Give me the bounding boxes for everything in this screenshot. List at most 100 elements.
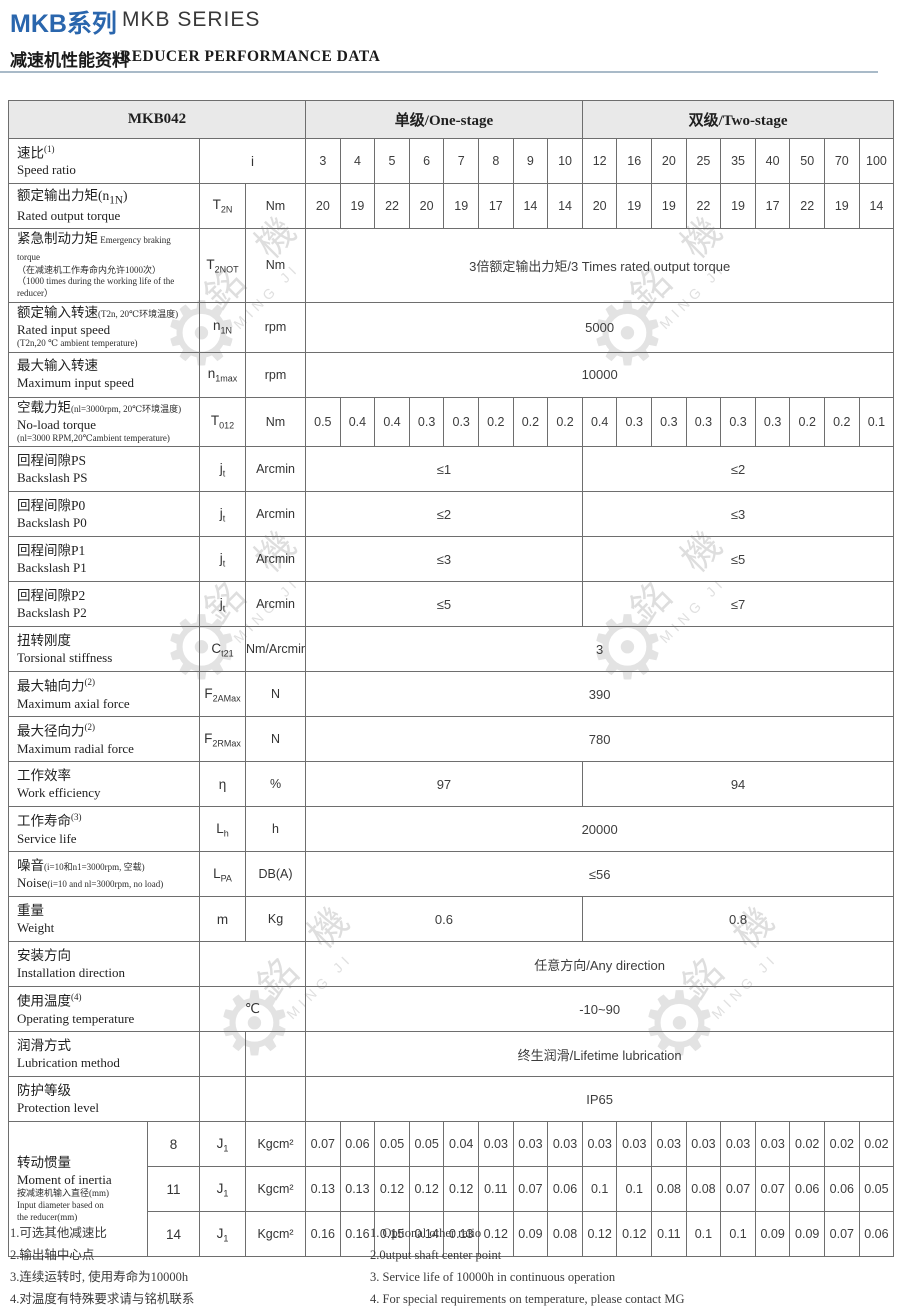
value-cell: 0.07 bbox=[754, 1166, 791, 1213]
value-cell: 19 bbox=[824, 183, 860, 229]
value-cell: 12 bbox=[581, 138, 618, 184]
row-label-zh: 使用温度(4) bbox=[17, 992, 82, 1009]
value-cell: 25 bbox=[685, 138, 722, 184]
table-row-speed-ratio: 速比(1) Speed ratio i 3 4 5 6 7 8 9 10 12 16 20 25 35 40 50… bbox=[8, 138, 895, 184]
symbol-inertia-14: J1 bbox=[199, 1211, 246, 1258]
page-subtitle-zh: 减速机性能资料 bbox=[10, 51, 129, 70]
unit-torsional-stiffness: Nm/Arcmin bbox=[244, 626, 307, 673]
value-cell: 0.07 bbox=[512, 1166, 549, 1213]
value-cell: 0.2 bbox=[547, 396, 583, 448]
value-cell: 0.1 bbox=[685, 1211, 722, 1258]
value-cell: 0.03 bbox=[685, 1121, 722, 1168]
row-label-zh: 润滑方式 bbox=[17, 1037, 71, 1053]
table-row-inertia-8: 转动惯量 Moment of inertia 按减速机输入直径(mm) Input d… bbox=[8, 1121, 895, 1258]
value-cell: 0.03 bbox=[651, 1121, 687, 1168]
row-label-zh: 速比(1) bbox=[17, 143, 55, 161]
value-cell: 50 bbox=[789, 138, 826, 184]
value-cell: 0.2 bbox=[478, 396, 514, 448]
header-divider bbox=[0, 71, 878, 73]
symbol-protection-level bbox=[199, 1076, 246, 1123]
value-cell-two-stage: ≤7 bbox=[581, 581, 895, 628]
unit-no-load-torque: Nm bbox=[244, 396, 307, 448]
value-cell: 20 bbox=[408, 183, 445, 229]
value-cell: ≤56 bbox=[305, 851, 895, 898]
row-label-torsional-stiffness: 扭转刚度 Torsional stiffness bbox=[8, 626, 200, 673]
value-cell: 6 bbox=[408, 138, 445, 184]
symbol-weight: m bbox=[199, 896, 246, 943]
row-label-backlash-ps: 回程间隙PS Backslash PS bbox=[8, 446, 200, 493]
value-cell: 0.03 bbox=[512, 1121, 549, 1168]
value-cell: 0.03 bbox=[581, 1121, 618, 1168]
value-cell: 390 bbox=[305, 671, 895, 718]
row-label-en: Maximum input speed bbox=[17, 374, 134, 390]
value-cell-two-stage: ≤3 bbox=[581, 491, 895, 538]
value-cell: 0.1 bbox=[720, 1211, 756, 1258]
row-label-zh: 回程间隙P0 bbox=[17, 497, 86, 513]
value-cell: 0.05 bbox=[374, 1121, 410, 1168]
value-cell: 0.1 bbox=[858, 396, 895, 448]
value-cell: -10~90 bbox=[305, 986, 895, 1033]
symbol-rated-input-speed: n1N bbox=[199, 301, 246, 353]
row-label-operating-temperature: 使用温度(4) Operating temperature bbox=[8, 986, 200, 1033]
table-row-backlash-p0: 回程间隙P0 Backslash P0 jt Arcmin ≤2 ≤3 bbox=[8, 491, 895, 538]
row-label-en: Installation direction bbox=[17, 964, 125, 980]
value-cell: 0.02 bbox=[858, 1121, 895, 1168]
value-cell: 0.09 bbox=[754, 1211, 791, 1258]
value-cell: 0.3 bbox=[408, 396, 445, 448]
unit-noise: DB(A) bbox=[244, 851, 307, 898]
row-label-backlash-p0: 回程间隙P0 Backslash P0 bbox=[8, 491, 200, 538]
value-cell: 0.13 bbox=[339, 1166, 376, 1213]
value-cell: 0.16 bbox=[305, 1211, 341, 1258]
table-row-lubrication-method: 润滑方式 Lubrication method 终生润滑/Lifetime lubr… bbox=[8, 1031, 895, 1078]
value-cell: 14 bbox=[512, 183, 549, 229]
symbol-service-life: Lh bbox=[199, 806, 246, 853]
row-label-note: (T2n,20 ℃ ambient temperature) bbox=[17, 337, 138, 348]
value-cell: 0.3 bbox=[685, 396, 722, 448]
value-cell: 0.12 bbox=[408, 1166, 445, 1213]
note-line-en: 2.0utput shaft center point bbox=[370, 1248, 502, 1262]
row-label-en: Rated input speed bbox=[17, 321, 111, 337]
value-cell: 0.3 bbox=[720, 396, 756, 448]
value-cell: 0.2 bbox=[512, 396, 549, 448]
value-cell: 780 bbox=[305, 716, 895, 763]
unit-work-efficiency: % bbox=[244, 761, 307, 808]
row-label-emergency-braking-torque: 紧急制动力矩 Emergency braking torque （在减速机工作寿命… bbox=[8, 228, 200, 303]
value-cell: 0.12 bbox=[443, 1166, 479, 1213]
unit-weight: Kg bbox=[244, 896, 307, 943]
value-cell: 0.06 bbox=[339, 1121, 376, 1168]
value-cell-one-stage: ≤5 bbox=[305, 581, 583, 628]
value-cell: 5 bbox=[374, 138, 410, 184]
value-cell: 17 bbox=[478, 183, 514, 229]
row-label-en: Backslash P0 bbox=[17, 514, 87, 530]
row-label-weight: 重量 Weight bbox=[8, 896, 200, 943]
page-subtitle-en: REDUCER PERFORMANCE DATA bbox=[120, 48, 381, 65]
table-row-torsional-stiffness: 扭转刚度 Torsional stiffness Ct21 Nm/Arcmin 3 bbox=[8, 626, 895, 673]
symbol-inertia-11: J1 bbox=[199, 1166, 246, 1213]
note-line-zh: 1.可选其他减速比 bbox=[10, 1226, 107, 1240]
value-cell: 8 bbox=[478, 138, 514, 184]
value-cell: 0.13 bbox=[305, 1166, 341, 1213]
value-cell-one-stage: ≤3 bbox=[305, 536, 583, 583]
value-cell: 0.1 bbox=[616, 1166, 653, 1213]
table-row-inertia-14: 14 J1 Kgcm² 0.16 0.16 0.15 0.14 0.13 0.12 0.09 0.0… bbox=[9, 1211, 895, 1258]
value-cell: 3 bbox=[305, 138, 341, 184]
unit-inertia-11: Kgcm² bbox=[244, 1166, 307, 1213]
symbol-operating-temperature: ℃ bbox=[198, 986, 307, 1033]
value-cell: 0.08 bbox=[685, 1166, 722, 1213]
row-label-zh: 最大径向力(2) bbox=[17, 722, 95, 739]
value-cell: 20 bbox=[581, 183, 618, 229]
value-cell-one-stage: 0.6 bbox=[305, 896, 583, 943]
row-label-en: Moment of inertia bbox=[17, 1172, 112, 1188]
row-label-zh-note: (i=10和n1=3000rpm, 空载) bbox=[44, 861, 145, 872]
row-label-noise: 噪音(i=10和n1=3000rpm, 空载) Noise(i=10 and nl… bbox=[8, 851, 200, 898]
row-label-en: Operating temperature bbox=[17, 1010, 135, 1026]
value-cell: 0.4 bbox=[339, 396, 376, 448]
row-label-en: Lubrication method bbox=[17, 1054, 120, 1070]
value-cell: 0.03 bbox=[616, 1121, 653, 1168]
table-row-backlash-p2: 回程间隙P2 Backslash P2 jt Arcmin ≤5 ≤7 bbox=[8, 581, 895, 628]
value-cell: 10000 bbox=[305, 351, 895, 398]
value-cell-two-stage: ≤5 bbox=[581, 536, 895, 583]
value-cell: 7 bbox=[443, 138, 479, 184]
value-cell: 0.08 bbox=[547, 1211, 583, 1258]
value-cell: 0.07 bbox=[720, 1166, 756, 1213]
